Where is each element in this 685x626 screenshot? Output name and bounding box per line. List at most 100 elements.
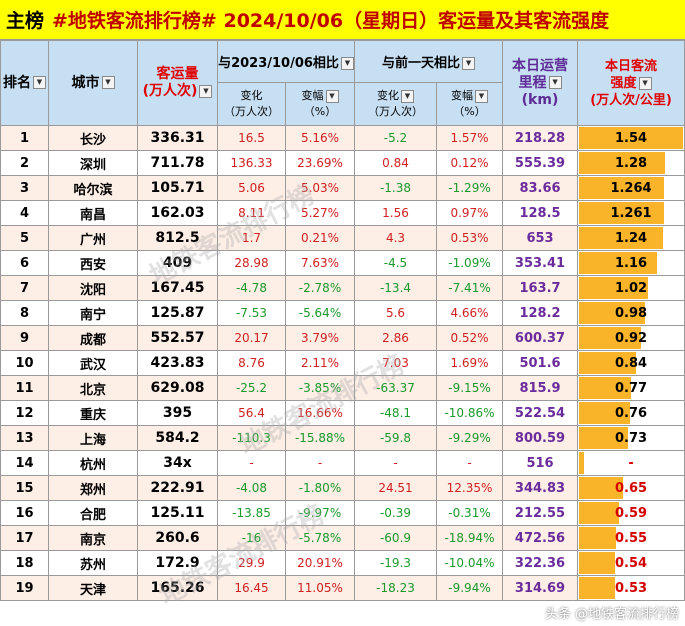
mileage-cell: 653 [502, 225, 579, 251]
mileage-cell: 322.36 [502, 550, 579, 576]
dod-pct-cell: -1.29% [435, 175, 504, 201]
volume-cell: 552.57 [137, 325, 218, 351]
mileage-cell: 555.39 [502, 150, 579, 176]
yoy-pct-cell: - [285, 450, 355, 476]
rank-cell: 17 [0, 525, 49, 551]
intensity-value: 0.84 [614, 355, 648, 371]
city-cell: 深圳 [48, 150, 138, 176]
volume-cell: 711.78 [137, 150, 218, 176]
filter-dropdown-icon[interactable]: ▼ [101, 76, 115, 89]
table-row: 3 哈尔滨 105.71 5.06 5.03% -1.38 -1.29% 83.66 1.264 [0, 175, 685, 201]
intensity-cell: 0.84 [577, 350, 685, 376]
intensity-cell: 0.76 [577, 400, 685, 426]
rank-cell: 14 [0, 450, 49, 476]
intensity-bar [579, 127, 683, 149]
city-cell: 天津 [48, 575, 138, 601]
dod-pct-cell: -9.15% [435, 375, 504, 401]
mileage-cell: 163.7 [502, 275, 579, 301]
dod-pct-cell: -1.09% [435, 250, 504, 276]
city-cell: 广州 [48, 225, 138, 251]
mileage-cell: 501.6 [502, 350, 579, 376]
table-row: 10 武汉 423.83 8.76 2.11% 7.03 1.69% 501.6 0.84 [0, 350, 685, 376]
filter-dropdown-icon[interactable]: ▼ [638, 76, 652, 90]
yoy-pct-cell: -9.97% [285, 500, 355, 526]
table-row: 4 南昌 162.03 8.11 5.27% 1.56 0.97% 128.5 1.261 [0, 200, 685, 226]
mileage-cell: 128.2 [502, 300, 579, 326]
yoy-change-cell: 5.06 [217, 175, 286, 201]
filter-dropdown-icon[interactable]: ▼ [548, 76, 562, 89]
intensity-value: 0.65 [614, 480, 648, 496]
dod-change-cell: 5.6 [354, 300, 437, 326]
dod-pct-cell: -9.94% [435, 575, 504, 601]
intensity-bar [579, 202, 665, 224]
rank-cell: 7 [0, 275, 49, 301]
table-row: 8 南宁 125.87 -7.53 -5.64% 5.6 4.66% 128.2 0.98 [0, 300, 685, 326]
dod-pct-cell: - [435, 450, 504, 476]
dod-change-cell: 7.03 [354, 350, 437, 376]
mileage-cell: 353.41 [502, 250, 579, 276]
city-cell: 郑州 [48, 475, 138, 501]
dod-pct-cell: 0.53% [435, 225, 504, 251]
volume-cell: 260.6 [137, 525, 218, 551]
yoy-change-cell: 8.76 [217, 350, 286, 376]
intensity-bar [579, 452, 584, 474]
table-row: 9 成都 552.57 20.17 3.79% 2.86 0.52% 600.37 0.92 [0, 325, 685, 351]
volume-cell: 172.9 [137, 550, 218, 576]
table-row: 14 杭州 34x - - - -516- [0, 450, 685, 476]
rank-cell: 15 [0, 475, 49, 501]
city-cell: 合肥 [48, 500, 138, 526]
yoy-pct-cell: 7.63% [285, 250, 355, 276]
header-rank: 排名 ▼ [0, 40, 49, 126]
filter-dropdown-icon[interactable]: ▼ [401, 89, 414, 103]
table-row: 13 上海 584.2 -110.3 -15.88% -59.8 -9.29% 800.59 0… [0, 425, 685, 451]
title-main: 主榜 [6, 10, 45, 32]
yoy-change-cell: -13.85 [217, 500, 286, 526]
mileage-cell: 218.28 [502, 125, 579, 151]
yoy-pct-cell: -15.88% [285, 425, 355, 451]
intensity-bar [579, 227, 663, 249]
yoy-pct-cell: -3.85% [285, 375, 355, 401]
city-cell: 上海 [48, 425, 138, 451]
intensity-cell: 0.77 [577, 375, 685, 401]
filter-dropdown-icon[interactable]: ▼ [33, 76, 46, 89]
yoy-change-cell: - [217, 450, 286, 476]
yoy-change-cell: 8.11 [217, 200, 286, 226]
volume-cell: 584.2 [137, 425, 218, 451]
intensity-cell: 0.73 [577, 425, 685, 451]
table-row: 17 南京 260.6 -16 -5.78% -60.9 -18.94% 472.56 0.55 [0, 525, 685, 551]
intensity-cell: 0.98 [577, 300, 685, 326]
intensity-bar [579, 477, 623, 499]
intensity-bar [579, 152, 666, 174]
intensity-cell: 1.02 [577, 275, 685, 301]
filter-dropdown-icon[interactable]: ▼ [462, 57, 476, 70]
intensity-value: 1.28 [614, 155, 648, 171]
dod-change-cell: -4.5 [354, 250, 437, 276]
dod-pct-cell: 1.69% [435, 350, 504, 376]
yoy-change-cell: -25.2 [217, 375, 286, 401]
filter-dropdown-icon[interactable]: ▼ [199, 84, 213, 98]
city-cell: 成都 [48, 325, 138, 351]
table-row: 15 郑州 222.91 -4.08 -1.80% 24.51 12.35% 344.83 0.… [0, 475, 685, 501]
intensity-cell: 1.264 [577, 175, 685, 201]
intensity-cell: 1.24 [577, 225, 685, 251]
dod-pct-cell: 12.35% [435, 475, 504, 501]
table-row: 11 北京 629.08 -25.2 -3.85% -63.37 -9.15% 815.9 0.… [0, 375, 685, 401]
rank-cell: 6 [0, 250, 49, 276]
filter-dropdown-icon[interactable]: ▼ [475, 89, 488, 103]
yoy-change-cell: -7.53 [217, 300, 286, 326]
filter-dropdown-icon[interactable]: ▼ [340, 57, 354, 70]
intensity-bar [579, 377, 631, 399]
volume-cell: 336.31 [137, 125, 218, 151]
intensity-cell: - [577, 450, 685, 476]
city-cell: 南京 [48, 525, 138, 551]
volume-cell: 167.45 [137, 275, 218, 301]
filter-dropdown-icon[interactable]: ▼ [325, 89, 339, 103]
dod-change-cell: 24.51 [354, 475, 437, 501]
yoy-pct-cell: -1.80% [285, 475, 355, 501]
yoy-pct-cell: 16.66% [285, 400, 355, 426]
yoy-change-cell: 29.9 [217, 550, 286, 576]
rank-cell: 18 [0, 550, 49, 576]
volume-cell: 162.03 [137, 200, 218, 226]
intensity-bar [579, 177, 665, 199]
intensity-bar [579, 277, 648, 299]
